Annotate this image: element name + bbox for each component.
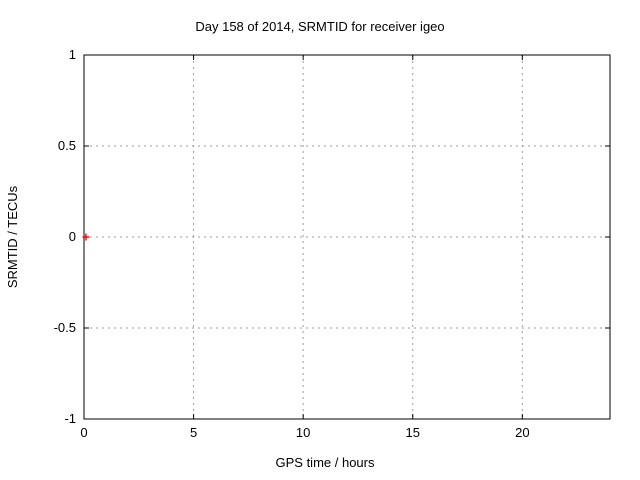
y-tick-label: -0.5 (54, 320, 76, 335)
tick-labels: 0 5 10 15 20 -1 -0.5 0 0.5 1 (54, 47, 530, 440)
y-tick-label: 0 (69, 229, 76, 244)
x-tick-label: 20 (515, 425, 529, 440)
x-tick-label: 15 (406, 425, 420, 440)
x-tick-label: 0 (80, 425, 87, 440)
y-tick-label: 1 (69, 47, 76, 62)
grid (84, 55, 610, 419)
x-axis-label: GPS time / hours (276, 455, 375, 470)
x-tick-label: 5 (190, 425, 197, 440)
y-tick-label: -1 (64, 411, 76, 426)
data-points (82, 233, 90, 241)
x-tick-label: 10 (296, 425, 310, 440)
y-axis-label: SRMTID / TECUs (5, 185, 20, 288)
chart-title: Day 158 of 2014, SRMTID for receiver ige… (195, 19, 444, 34)
y-tick-label: 0.5 (58, 138, 76, 153)
